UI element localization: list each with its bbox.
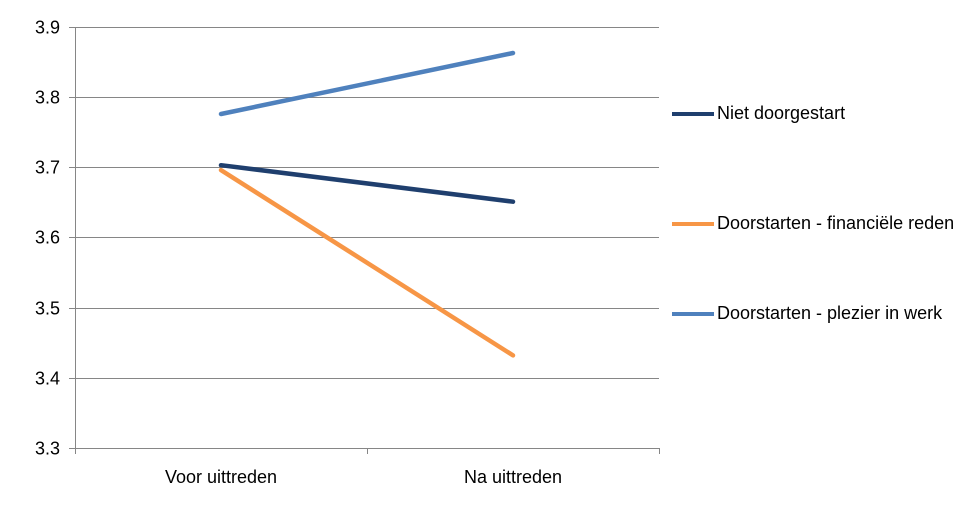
axes [69,27,660,454]
x-tick-labels: Voor uittreden Na uittreden [165,467,562,487]
y-tick-label: 3.4 [35,369,60,389]
legend-label: Niet doorgestart [717,103,846,123]
legend: Niet doorgestart Doorstarten - financiël… [672,100,957,326]
legend-swatch-plezier-in-werk [672,312,714,316]
series-line-1 [218,167,516,358]
y-tick-label: 3.9 [35,18,60,38]
y-tick-labels: 3.3 3.4 3.5 3.6 3.7 3.8 3.9 [35,18,60,459]
y-tick-label: 3.3 [35,439,60,459]
series-line-0 [218,162,516,204]
y-tick-label: 3.7 [35,158,60,178]
series-lines [218,50,516,358]
y-tick-label: 3.8 [35,88,60,108]
series-line-2 [218,50,516,117]
legend-item-niet-doorgestart: Niet doorgestart [672,100,957,126]
y-tick-label: 3.6 [35,228,60,248]
legend-item-financiele-reden: Doorstarten - financiële reden [672,210,957,236]
legend-swatch-niet-doorgestart [672,112,714,116]
legend-label: Doorstarten - plezier in werk [717,303,943,323]
gridlines [75,27,659,379]
legend-label: Doorstarten - financiële reden [717,213,955,233]
legend-item-plezier-in-werk: Doorstarten - plezier in werk [672,300,957,326]
legend-swatch-financiele-reden [672,222,714,226]
y-tick-label: 3.5 [35,299,60,319]
x-tick-label: Na uittreden [464,467,562,487]
x-tick-label: Voor uittreden [165,467,277,487]
